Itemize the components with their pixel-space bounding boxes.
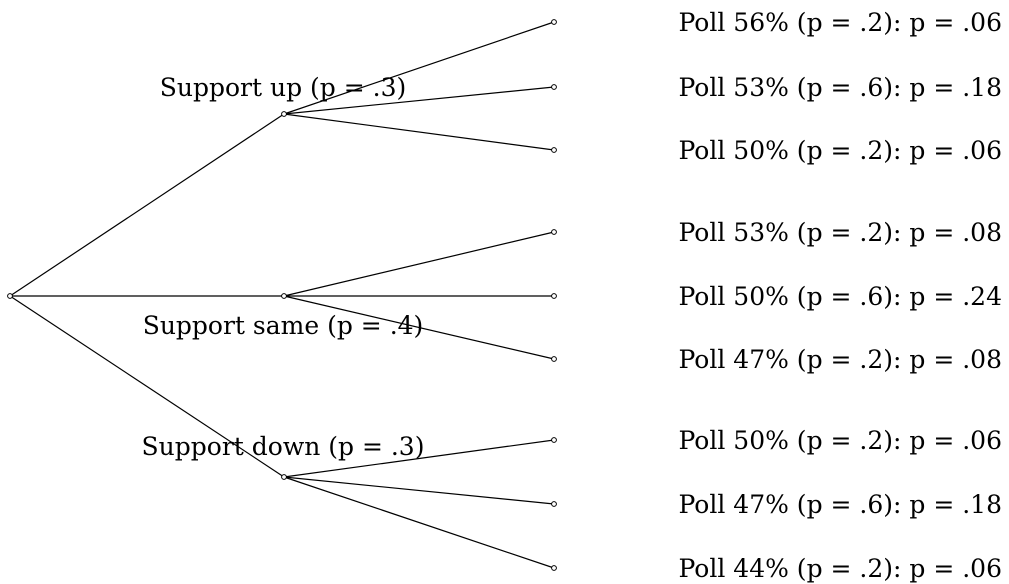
branch-label-support-same: Support same (p = .4) bbox=[143, 311, 424, 340]
leaf-label-support-down-2: Poll 47% (p = .6): p = .18 bbox=[679, 490, 1003, 519]
branch-node-support-same bbox=[281, 293, 287, 299]
edge-root-to-support-down bbox=[9, 295, 285, 478]
leaf-node-support-down-1 bbox=[551, 437, 557, 443]
leaf-label-support-down-1: Poll 50% (p = .2): p = .06 bbox=[679, 426, 1003, 455]
root-node bbox=[7, 293, 13, 299]
branch-label-support-up: Support up (p = .3) bbox=[160, 73, 406, 102]
leaf-node-support-up-1 bbox=[551, 19, 557, 25]
branch-node-support-up bbox=[281, 111, 287, 117]
leaf-label-support-up-3: Poll 50% (p = .2): p = .06 bbox=[679, 136, 1003, 165]
tree-edges bbox=[9, 21, 555, 569]
edge-support-up-to-leaf-3 bbox=[283, 113, 555, 151]
tree-labels: Poll 56% (p = .2): p = .06 Poll 53% (p = … bbox=[142, 8, 1002, 583]
leaf-label-support-same-2: Poll 50% (p = .6): p = .24 bbox=[679, 282, 1003, 311]
edge-support-same-to-leaf-1 bbox=[283, 231, 555, 297]
tree-nodes bbox=[7, 19, 557, 571]
leaf-label-support-same-1: Poll 53% (p = .2): p = .08 bbox=[679, 218, 1003, 247]
edge-support-down-to-leaf-2 bbox=[283, 476, 555, 505]
edge-support-down-to-leaf-1 bbox=[283, 439, 555, 478]
leaf-label-support-up-2: Poll 53% (p = .6): p = .18 bbox=[679, 73, 1003, 102]
leaf-label-support-same-3: Poll 47% (p = .2): p = .08 bbox=[679, 345, 1003, 374]
branch-node-support-down bbox=[281, 474, 287, 480]
leaf-node-support-same-2 bbox=[551, 293, 557, 299]
leaf-node-support-down-2 bbox=[551, 501, 557, 507]
edge-support-up-to-leaf-1 bbox=[283, 21, 555, 115]
edge-support-up-to-leaf-2 bbox=[283, 86, 555, 115]
leaf-node-support-down-3 bbox=[551, 565, 557, 571]
branch-label-support-down: Support down (p = .3) bbox=[142, 432, 425, 461]
leaf-label-support-down-3: Poll 44% (p = .2): p = .06 bbox=[679, 554, 1003, 583]
leaf-node-support-up-3 bbox=[551, 147, 557, 153]
edge-support-down-to-leaf-3 bbox=[283, 476, 555, 569]
leaf-node-support-same-3 bbox=[551, 356, 557, 362]
edge-support-same-to-leaf-3 bbox=[283, 295, 555, 360]
edge-root-to-support-up bbox=[9, 113, 285, 297]
leaf-node-support-up-2 bbox=[551, 84, 557, 90]
leaf-node-support-same-1 bbox=[551, 229, 557, 235]
leaf-label-support-up-1: Poll 56% (p = .2): p = .06 bbox=[679, 8, 1003, 37]
